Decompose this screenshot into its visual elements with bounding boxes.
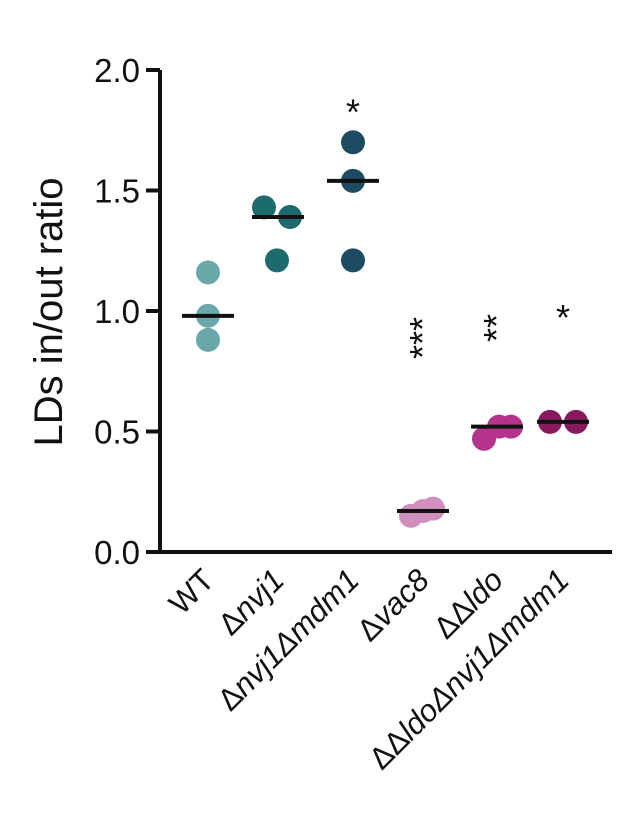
x-tick-label-gene: WT xyxy=(162,562,221,621)
y-tick-label: 1.0 xyxy=(94,293,140,330)
data-point xyxy=(196,260,220,285)
series-4: ** xyxy=(471,314,523,451)
series-3: *** xyxy=(397,317,449,528)
y-ticks: 0.0 0.5 1.0 1.5 2.0 xyxy=(94,52,160,571)
data-point xyxy=(252,195,276,220)
x-tick-label: Δvac8 xyxy=(350,562,436,648)
y-axis-label: LDs in/out ratio xyxy=(27,177,71,446)
data-point xyxy=(341,248,365,273)
significance-label: *** xyxy=(402,317,443,359)
series-2: * xyxy=(327,91,379,273)
significance-label: ** xyxy=(476,314,517,342)
series-1 xyxy=(252,195,304,273)
y-tick-label: 0.5 xyxy=(94,414,140,451)
series-0 xyxy=(182,260,234,352)
x-tick-label: WT xyxy=(162,562,221,621)
data-marks: **** ** * xyxy=(182,91,589,528)
x-tick-labels: WTΔnvj1Δnvj1Δmdm1Δvac8ΔΔldoΔΔldoΔnvj1Δmd… xyxy=(162,562,576,776)
series-5: * xyxy=(537,297,589,434)
y-tick-label: 0.0 xyxy=(94,534,140,571)
data-point xyxy=(341,130,365,155)
data-point xyxy=(265,248,289,273)
y-tick-label: 2.0 xyxy=(94,52,140,89)
y-tick-label: 1.5 xyxy=(94,173,140,210)
y-axis: 0.0 0.5 1.0 1.5 2.0 LDs in/out ratio xyxy=(27,52,162,571)
x-axis: WTΔnvj1Δnvj1Δmdm1Δvac8ΔΔldoΔΔldoΔnvj1Δmd… xyxy=(158,550,612,776)
significance-label: * xyxy=(556,297,570,338)
significance-label: * xyxy=(346,91,360,132)
data-point xyxy=(196,327,220,352)
